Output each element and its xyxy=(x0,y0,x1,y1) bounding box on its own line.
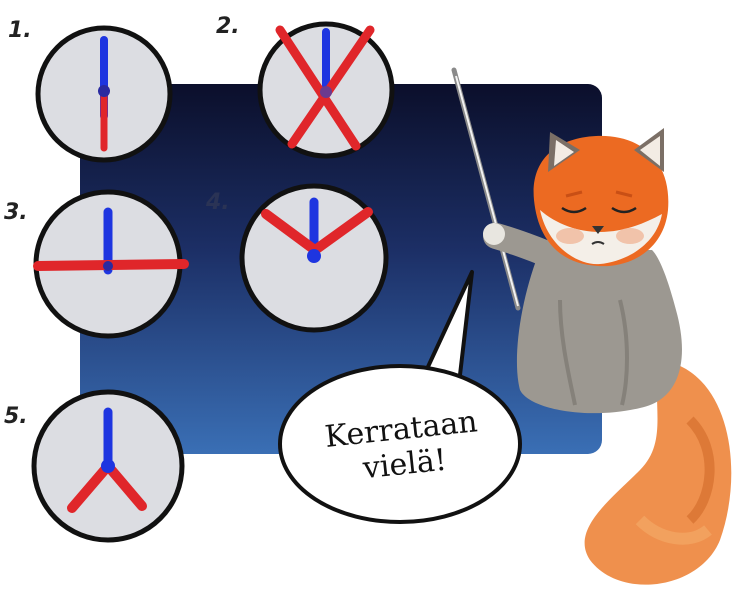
clock-2 xyxy=(257,21,395,159)
red-panda-teacher xyxy=(483,128,732,585)
clock-3 xyxy=(33,189,189,339)
clock-5 xyxy=(31,389,185,543)
clock-number-1: 1. xyxy=(8,18,32,43)
speech-bubble xyxy=(278,270,522,524)
clock-number-3: 3. xyxy=(4,200,28,225)
clock-number-2: 2. xyxy=(216,14,240,39)
clock-number-5: 5. xyxy=(4,404,28,429)
clock-number-4: 4. xyxy=(206,190,230,215)
clock-1 xyxy=(35,25,173,163)
clock-4 xyxy=(239,183,389,333)
